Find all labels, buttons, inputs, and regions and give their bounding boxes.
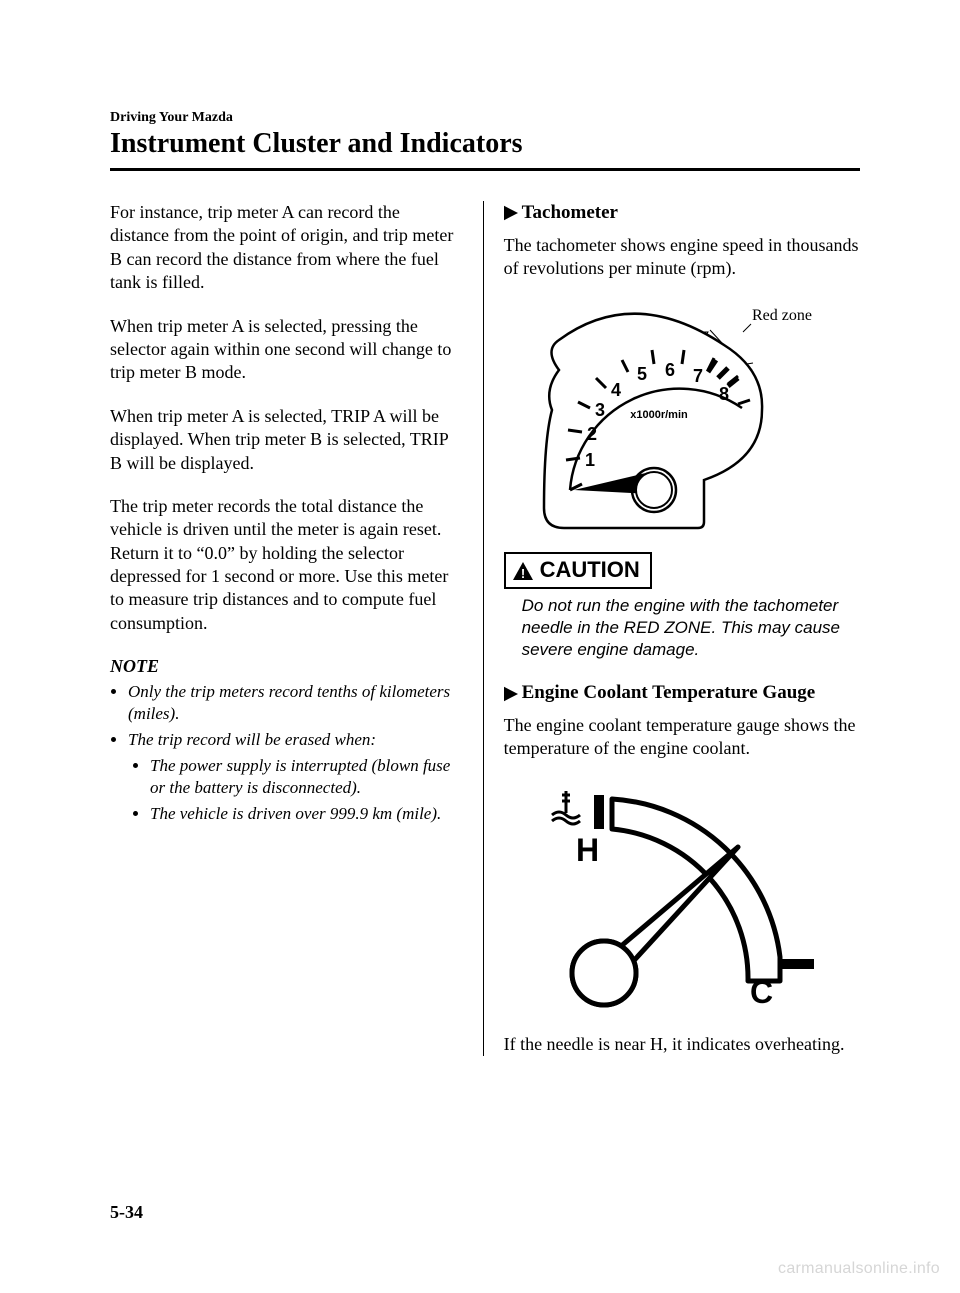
svg-text:H: H <box>576 832 599 868</box>
warning-icon: ! <box>512 561 534 581</box>
note-item-2b: The vehicle is driven over 999.9 km (mil… <box>150 803 463 825</box>
caution-text: Do not run the engine with the tachomete… <box>504 595 860 661</box>
caution-box: ! CAUTION <box>504 552 652 589</box>
left-para-4: The trip meter records the total distanc… <box>110 495 463 635</box>
header-section-large: Instrument Cluster and Indicators <box>110 128 860 160</box>
page-number: 5-34 <box>110 1202 143 1223</box>
svg-text:3: 3 <box>595 400 605 420</box>
header-section-small: Driving Your Mazda <box>110 110 860 126</box>
tachometer-heading: Tachometer <box>504 201 860 226</box>
svg-text:5: 5 <box>637 364 647 384</box>
left-para-1: For instance, trip meter A can record th… <box>110 201 463 295</box>
left-column: For instance, trip meter A can record th… <box>110 201 463 1056</box>
caution-label: CAUTION <box>540 556 640 585</box>
svg-text:2: 2 <box>587 424 597 444</box>
svg-text:1: 1 <box>585 450 595 470</box>
temp-after-para: If the needle is near H, it indicates ov… <box>504 1033 860 1056</box>
note-list: Only the trip meters record tenths of ki… <box>110 681 463 826</box>
note-item-1: Only the trip meters record tenths of ki… <box>128 681 463 725</box>
temp-gauge-diagram: H C <box>504 781 860 1011</box>
svg-text:C: C <box>750 974 773 1010</box>
left-para-2: When trip meter A is selected, pressing … <box>110 315 463 385</box>
note-item-2: The trip record will be erased when: The… <box>128 729 463 825</box>
redzone-label: Red zone <box>752 307 812 324</box>
note-item-2a: The power supply is interrupted (blown f… <box>150 755 463 799</box>
svg-text:6: 6 <box>665 360 675 380</box>
right-column: Tachometer The tachometer shows engine s… <box>483 201 860 1056</box>
note-heading: NOTE <box>110 655 463 678</box>
svg-text:x1000r/min: x1000r/min <box>630 409 688 421</box>
temp-gauge-para: The engine coolant temperature gauge sho… <box>504 714 860 761</box>
svg-text:7: 7 <box>693 366 703 386</box>
svg-text:!: ! <box>520 566 524 581</box>
content-columns: For instance, trip meter A can record th… <box>110 201 860 1056</box>
tachometer-para: The tachometer shows engine speed in tho… <box>504 234 860 281</box>
triangle-bullet-icon <box>504 206 518 220</box>
svg-text:8: 8 <box>719 384 729 404</box>
triangle-bullet-icon <box>504 686 518 700</box>
svg-text:4: 4 <box>611 380 621 400</box>
left-para-3: When trip meter A is selected, TRIP A wi… <box>110 405 463 475</box>
tachometer-diagram: Red zone <box>504 300 860 530</box>
temp-gauge-heading: Engine Coolant Temperature Gauge <box>504 681 860 706</box>
watermark: carmanualsonline.info <box>778 1260 940 1278</box>
header-rule <box>110 168 860 171</box>
